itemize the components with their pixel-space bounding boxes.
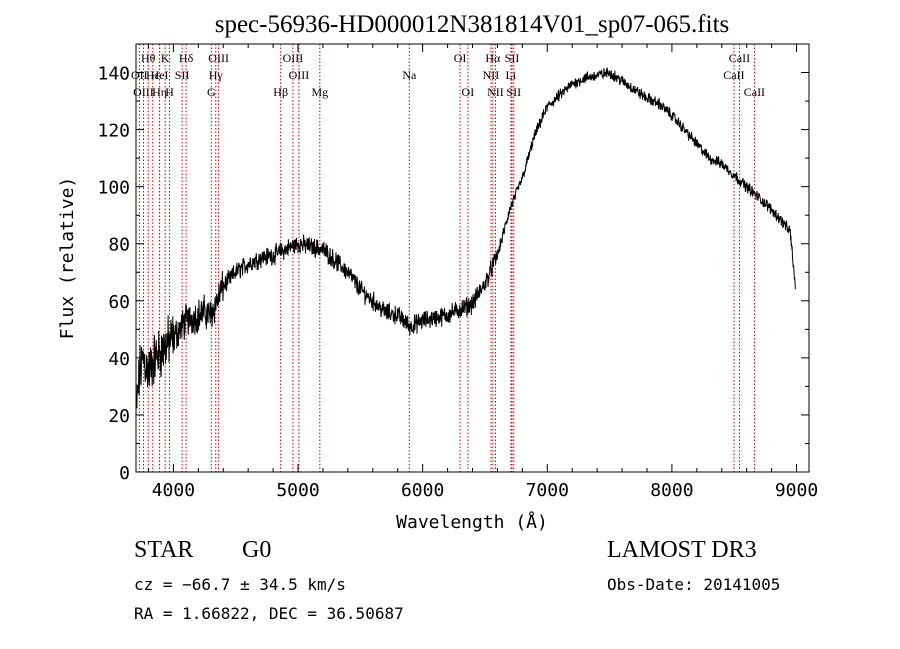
x-tick-label: 4000 — [152, 480, 195, 501]
spectral-line-label: K — [161, 51, 170, 65]
spectral-line-label: Hε — [146, 68, 160, 82]
spectral-line-label: CaII — [744, 85, 765, 99]
spectral-line-label: Hδ — [179, 51, 194, 65]
spectral-line-label: Hα — [485, 51, 501, 65]
spectral-line-label: OIII — [283, 51, 304, 65]
spectral-line-label: CaII — [723, 68, 744, 82]
redshift-velocity: cz = −66.7 ± 34.5 km/s — [134, 575, 346, 594]
survey-name: LAMOST DR3 — [607, 537, 757, 563]
spectral-line-label: H — [165, 85, 174, 99]
object-class: STAR — [134, 537, 194, 563]
y-tick-label: 100 — [97, 178, 130, 199]
x-tick-label: 7000 — [526, 480, 569, 501]
y-axis-label: Flux (relative) — [57, 177, 78, 340]
y-tick-label: 0 — [119, 463, 130, 484]
spectral-line-label: SII — [175, 68, 190, 82]
y-tick-label: 20 — [108, 406, 130, 427]
ra-dec: RA = 1.66822, DEC = 36.50687 — [134, 604, 404, 623]
spectral-line-label: Hθ — [141, 51, 156, 65]
y-tick-label: 140 — [97, 64, 130, 85]
spectral-line-label: SII — [506, 85, 521, 99]
axes-layer: 4000 5000 6000 7000 8000 9000 0 20 40 60 80 100 120 1… — [97, 43, 818, 501]
spectral-line-label: NII — [483, 68, 500, 82]
chart-title: spec-56936-HD000012N381814V01_sp07-065.f… — [215, 11, 730, 38]
spectral-line-label: Hγ — [209, 68, 224, 82]
x-axis-label: Wavelength (Å) — [396, 511, 548, 533]
spectrum-series-line — [135, 67, 796, 414]
spectral-line-label: OIII — [208, 51, 229, 65]
spectral-line-label: Na — [402, 68, 417, 82]
spectral-line-label: Hη — [152, 85, 167, 99]
x-tick-label: 9000 — [775, 480, 818, 501]
spectral-line-label: NII — [487, 85, 504, 99]
x-tick-label: 5000 — [276, 480, 319, 501]
observation-date: Obs-Date: 20141005 — [607, 575, 781, 594]
spectral-line-label: OI — [462, 85, 475, 99]
spectral-line-label: SII — [505, 51, 520, 65]
spectral-line-label: Li — [506, 68, 517, 82]
spectral-line-label: OIII — [133, 85, 154, 99]
spectral-line-label: Mg — [311, 85, 328, 99]
line-marker-layer: HθOIIOIIIHεHηKHeIHHδSIIOIIIHγGOIIIOIIIHβ… — [131, 44, 765, 472]
spectral-line-label: G — [207, 85, 216, 99]
y-tick-label: 120 — [97, 121, 130, 142]
object-subclass: G0 — [242, 537, 272, 563]
spectral-line-label: HeI — [151, 68, 169, 82]
spectral-line-label: OIII — [289, 68, 310, 82]
y-tick-label: 80 — [108, 235, 130, 256]
spectral-line-label: Hβ — [273, 85, 288, 99]
x-tick-label: 8000 — [650, 480, 693, 501]
y-tick-label: 40 — [108, 349, 130, 370]
series-layer — [135, 67, 796, 414]
plot-frame — [135, 43, 810, 473]
spectral-line-label: OII — [131, 68, 148, 82]
spectral-line-label: OI — [454, 51, 467, 65]
x-tick-label: 6000 — [401, 480, 444, 501]
y-tick-label: 60 — [108, 292, 130, 313]
spectral-line-label: CaII — [729, 51, 750, 65]
